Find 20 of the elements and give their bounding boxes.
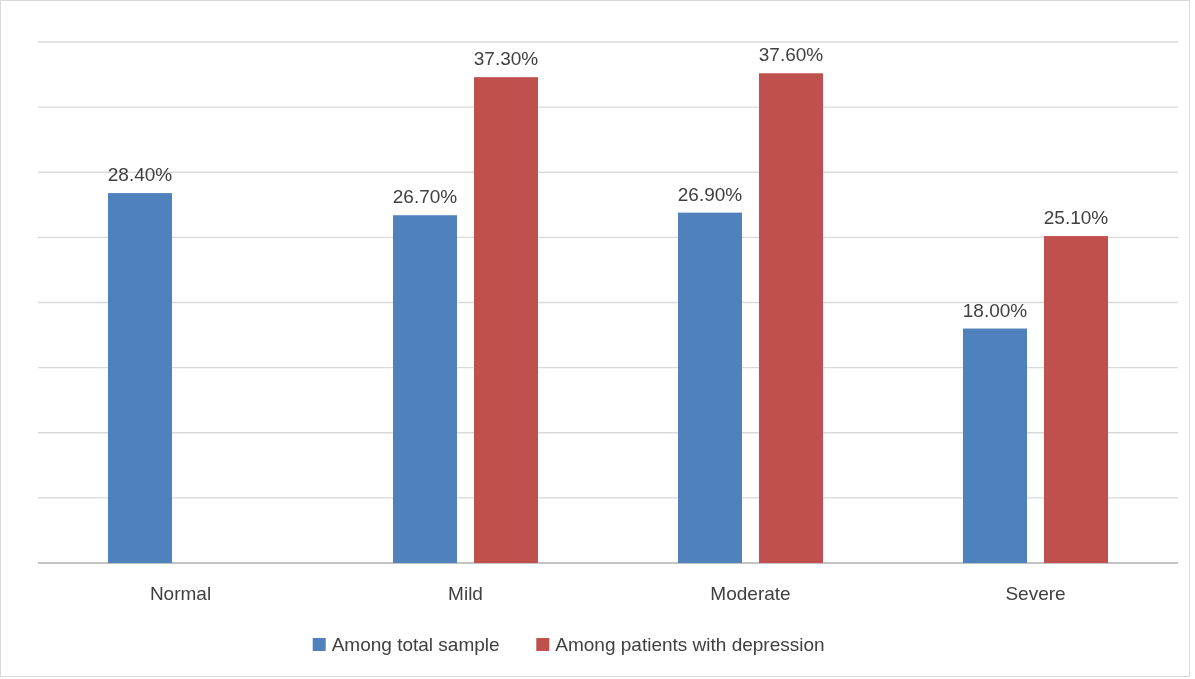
- x-tick-label: Normal: [149, 583, 212, 604]
- data-label: 37.60%: [758, 44, 824, 66]
- data-label: 37.30%: [473, 48, 539, 70]
- bar: [108, 193, 172, 563]
- bar: [963, 328, 1027, 563]
- bar: [393, 215, 457, 563]
- x-tick-label: Moderate: [710, 583, 791, 604]
- legend-label: Among total sample: [331, 634, 500, 655]
- data-label: 28.40%: [107, 164, 173, 186]
- x-tick-label: Mild: [448, 583, 483, 604]
- bar: [759, 73, 823, 563]
- bar: [1044, 236, 1108, 563]
- x-tick-label: Severe: [1005, 583, 1066, 604]
- data-label: 26.70%: [392, 186, 458, 208]
- legend-label: Among patients with depression: [555, 634, 825, 655]
- data-label: 18.00%: [962, 299, 1028, 321]
- bar: [678, 212, 742, 563]
- data-label: 25.10%: [1043, 207, 1109, 229]
- bar: [474, 77, 538, 563]
- data-label: 26.90%: [677, 183, 743, 205]
